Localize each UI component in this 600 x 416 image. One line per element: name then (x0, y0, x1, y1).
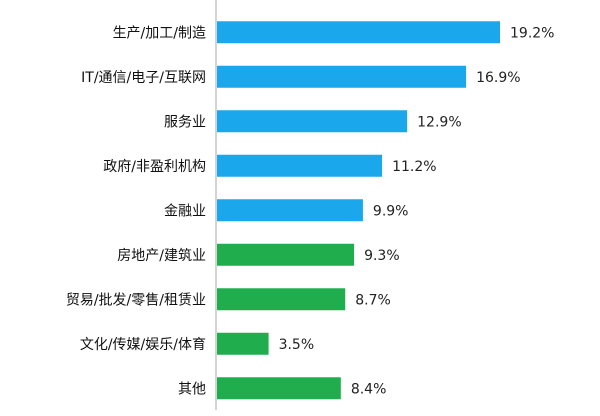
bar (217, 199, 363, 222)
category-label: 其他 (178, 381, 206, 397)
value-label: 12.9% (417, 114, 461, 130)
category-label: 贸易/批发/零售/租赁业 (66, 292, 206, 308)
value-label: 8.7% (355, 292, 391, 308)
category-label: 房地产/建筑业 (117, 248, 206, 264)
category-label: 文化/传媒/娱乐/体育 (80, 337, 206, 353)
bar (217, 65, 467, 88)
bar (217, 154, 383, 177)
value-label: 9.3% (364, 248, 400, 264)
bar (217, 332, 269, 355)
bar (217, 288, 346, 311)
category-label: IT/通信/电子/互联网 (81, 70, 206, 86)
category-label: 金融业 (164, 203, 206, 219)
category-label: 政府/非盈利机构 (103, 159, 206, 175)
value-label: 19.2% (510, 25, 554, 41)
value-label: 8.4% (351, 381, 387, 397)
bar (217, 110, 408, 133)
category-label: 生产/加工/制造 (113, 25, 206, 41)
bar (217, 377, 341, 400)
bar (217, 243, 355, 266)
bar (217, 21, 500, 44)
value-label: 16.9% (476, 70, 520, 86)
category-label: 服务业 (164, 114, 206, 130)
value-label: 11.2% (392, 159, 436, 175)
value-label: 3.5% (279, 337, 315, 353)
value-label: 9.9% (373, 203, 409, 219)
